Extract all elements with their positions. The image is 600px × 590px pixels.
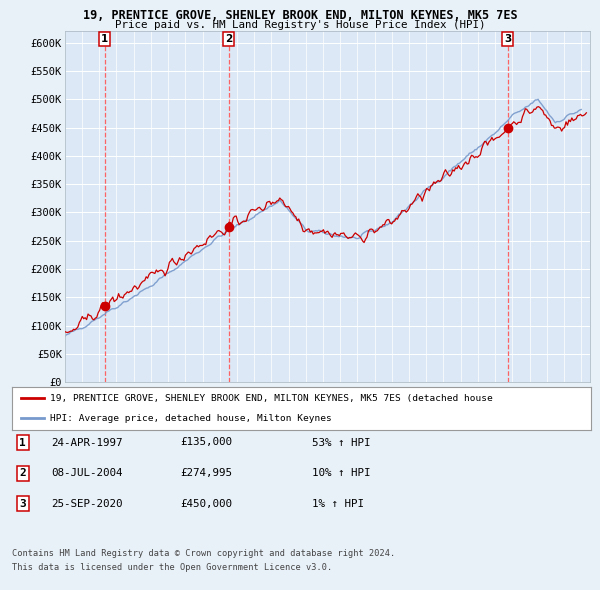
Text: This data is licensed under the Open Government Licence v3.0.: This data is licensed under the Open Gov… xyxy=(12,563,332,572)
Text: Contains HM Land Registry data © Crown copyright and database right 2024.: Contains HM Land Registry data © Crown c… xyxy=(12,549,395,558)
Text: 3: 3 xyxy=(504,34,511,44)
Text: Price paid vs. HM Land Registry's House Price Index (HPI): Price paid vs. HM Land Registry's House … xyxy=(115,20,485,30)
Text: 53% ↑ HPI: 53% ↑ HPI xyxy=(312,438,371,447)
Text: £274,995: £274,995 xyxy=(180,468,232,478)
Text: 1% ↑ HPI: 1% ↑ HPI xyxy=(312,499,364,509)
Text: 19, PRENTICE GROVE, SHENLEY BROOK END, MILTON KEYNES, MK5 7ES: 19, PRENTICE GROVE, SHENLEY BROOK END, M… xyxy=(83,9,517,22)
Text: 2: 2 xyxy=(225,34,232,44)
Text: 1: 1 xyxy=(19,438,26,447)
Text: 25-SEP-2020: 25-SEP-2020 xyxy=(51,499,122,509)
Text: 2: 2 xyxy=(19,468,26,478)
Text: £450,000: £450,000 xyxy=(180,499,232,509)
Text: 1: 1 xyxy=(101,34,108,44)
Text: 24-APR-1997: 24-APR-1997 xyxy=(51,438,122,447)
Text: 3: 3 xyxy=(19,499,26,509)
Text: 19, PRENTICE GROVE, SHENLEY BROOK END, MILTON KEYNES, MK5 7ES (detached house: 19, PRENTICE GROVE, SHENLEY BROOK END, M… xyxy=(50,394,493,402)
Text: £135,000: £135,000 xyxy=(180,438,232,447)
Text: 08-JUL-2004: 08-JUL-2004 xyxy=(51,468,122,478)
Text: HPI: Average price, detached house, Milton Keynes: HPI: Average price, detached house, Milt… xyxy=(50,414,331,423)
Text: 10% ↑ HPI: 10% ↑ HPI xyxy=(312,468,371,478)
